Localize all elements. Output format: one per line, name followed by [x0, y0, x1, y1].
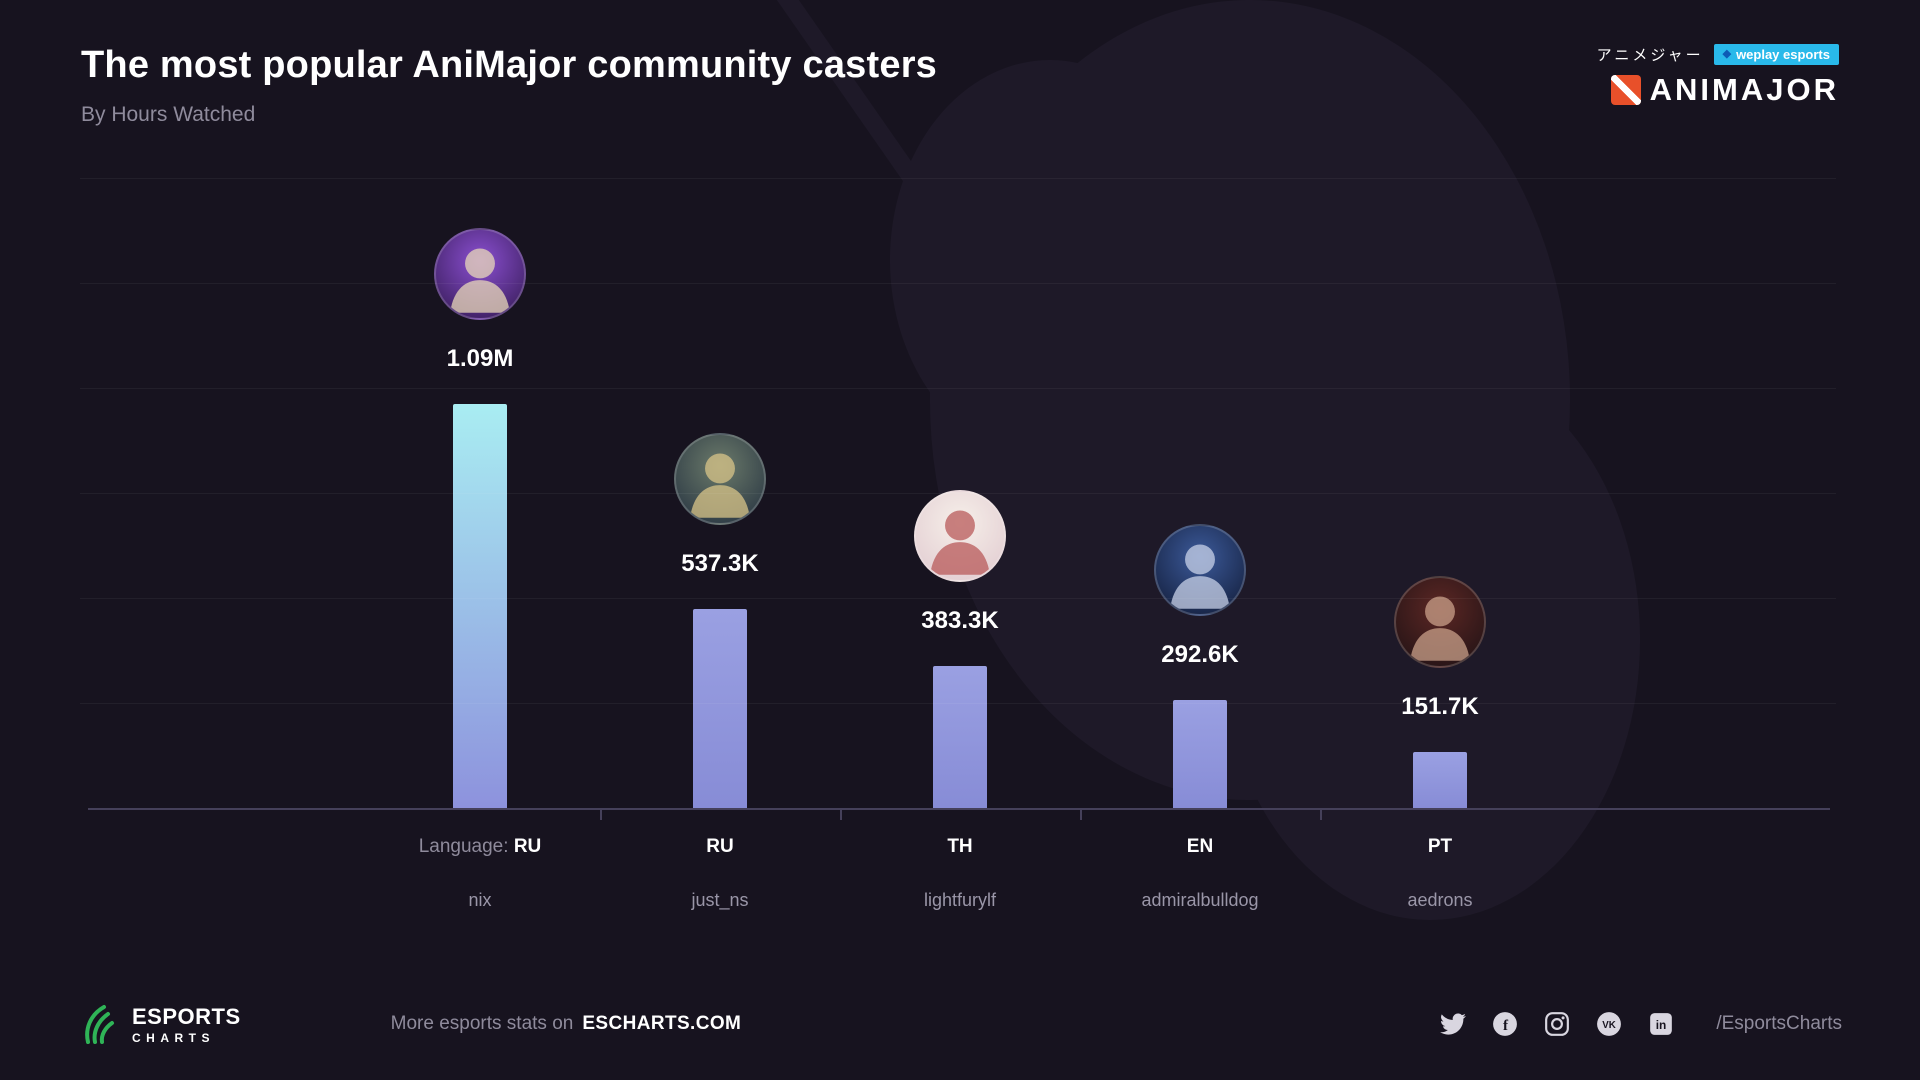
hours-bar — [453, 404, 507, 808]
language-label: RU — [600, 836, 840, 858]
bar-value-label: 292.6K — [1161, 641, 1239, 668]
language-label: PT — [1320, 836, 1560, 858]
esports-charts-logo-icon — [85, 1005, 114, 1044]
svg-text:in: in — [1656, 1018, 1667, 1032]
page-title: The most popular AniMajor community cast… — [81, 44, 938, 86]
esports-charts-logo-charts: CHARTS — [132, 1030, 215, 1045]
linkedin-icon[interactable]: in — [1648, 1011, 1674, 1037]
footer-stats: More esports stats on ESCHARTS.COM — [391, 1013, 742, 1035]
gridline — [80, 178, 1836, 179]
language-code: EN — [1186, 836, 1214, 857]
caster-name: nix — [468, 890, 492, 910]
axis-tick — [1080, 808, 1082, 820]
branding-top-row: アニメジャー ◆ weplay esports — [1597, 44, 1839, 65]
title-block: The most popular AniMajor community cast… — [81, 44, 937, 127]
x-axis-baseline — [88, 808, 1830, 810]
language-prefix: Language: — [418, 836, 509, 857]
facebook-icon[interactable]: f — [1492, 1011, 1518, 1037]
language-label: Language: RU — [360, 836, 600, 858]
esports-charts-logo-esports: ESPORTS — [132, 1003, 241, 1029]
axis-tick — [600, 808, 602, 820]
gridline — [80, 598, 1836, 599]
caster-name: lightfurylf — [923, 890, 997, 910]
avatar-silhouette — [1170, 544, 1230, 609]
gridline — [80, 283, 1836, 284]
esports-charts-logo-text: ESPORTS CHARTS — [132, 1004, 241, 1045]
hours-bar — [933, 666, 987, 808]
avatar-silhouette — [690, 453, 750, 518]
gridline — [80, 703, 1836, 704]
caster-avatar — [914, 490, 1006, 582]
instagram-icon[interactable] — [1544, 1011, 1570, 1037]
footer-stats-text: More esports stats on — [390, 1013, 574, 1034]
language-code: TH — [947, 836, 973, 857]
page-subtitle: By Hours Watched — [81, 103, 256, 126]
language-label: TH — [840, 836, 1080, 858]
language-label: EN — [1080, 836, 1320, 858]
caster-name: admiralbulldog — [1141, 890, 1259, 910]
axis-tick — [1320, 808, 1322, 820]
avatar-silhouette — [930, 510, 990, 575]
caster-avatar — [674, 433, 766, 525]
hours-bar — [1413, 752, 1467, 808]
language-code: RU — [706, 836, 734, 857]
language-code: PT — [1427, 836, 1453, 857]
gridline — [80, 388, 1836, 389]
animajor-branding: アニメジャー ◆ weplay esports ANIMAJOR — [1597, 44, 1839, 108]
bar-value-label: 151.7K — [1401, 693, 1479, 720]
caster-name: just_ns — [691, 890, 749, 910]
footer: ESPORTS CHARTS More esports stats on ESC… — [0, 978, 1920, 1070]
animajor-japanese-text: アニメジャー — [1596, 47, 1704, 64]
esports-charts-logo: ESPORTS CHARTS — [78, 1002, 241, 1046]
bar-value-label: 537.3K — [681, 550, 759, 577]
header: The most popular AniMajor community cast… — [81, 44, 1839, 127]
bar-value-label: 383.3K — [921, 607, 999, 634]
caster-avatar — [434, 228, 526, 320]
social-handle: /EsportsCharts — [1716, 1013, 1842, 1034]
hours-bar — [1173, 700, 1227, 808]
weplay-esports-badge: ◆ weplay esports — [1713, 44, 1839, 65]
avatar-silhouette — [1410, 596, 1470, 661]
branding-bottom-row: ANIMAJOR — [1597, 72, 1839, 108]
svg-text:VK: VK — [1603, 1020, 1617, 1031]
escharts-link[interactable]: ESCHARTS.COM — [582, 1013, 742, 1034]
bar-value-label: 1.09M — [446, 345, 514, 372]
animajor-logo-text: ANIMAJOR — [1649, 72, 1839, 107]
weplay-logo-icon: ◆ — [1722, 48, 1732, 60]
social-links: f VK in /EsportsCharts — [1440, 1011, 1842, 1037]
caster-name: aedrons — [1407, 890, 1473, 910]
avatar-silhouette — [450, 248, 510, 313]
weplay-badge-label: weplay esports — [1736, 47, 1830, 62]
animajor-logo-icon — [1610, 75, 1641, 105]
caster-avatar — [1154, 524, 1246, 616]
svg-text:f: f — [1503, 1017, 1509, 1034]
vk-icon[interactable]: VK — [1596, 1011, 1622, 1037]
twitter-icon[interactable] — [1440, 1011, 1467, 1037]
hours-bar — [693, 609, 747, 808]
gridline — [80, 493, 1836, 494]
language-code: RU — [513, 836, 542, 857]
caster-avatar — [1394, 576, 1486, 668]
axis-tick — [840, 808, 842, 820]
